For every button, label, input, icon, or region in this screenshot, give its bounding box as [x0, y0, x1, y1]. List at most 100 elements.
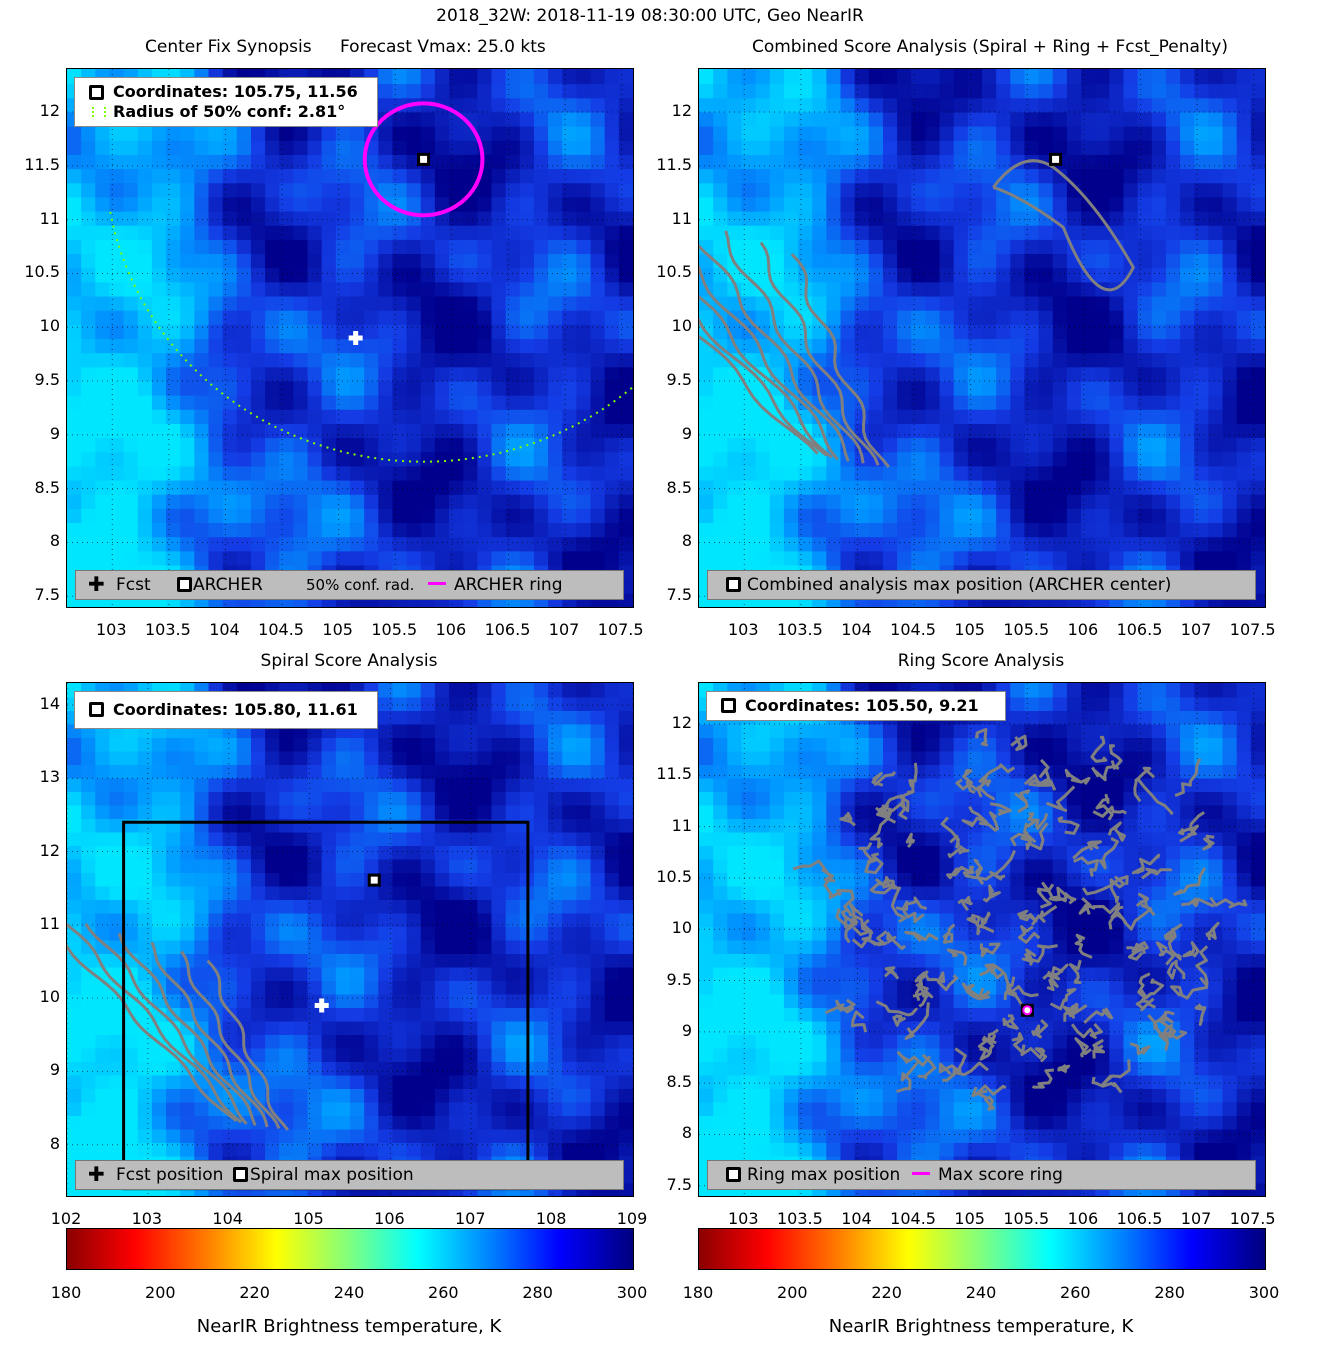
- heatmap-cell: [321, 818, 337, 833]
- heatmap-cell: [812, 750, 828, 765]
- heatmap-cell: [769, 352, 785, 368]
- heatmap-cell: [378, 309, 394, 325]
- heatmap-cell: [548, 1115, 564, 1130]
- heatmap-cell: [434, 493, 451, 509]
- heatmap-cell: [81, 872, 97, 887]
- heatmap-cell: [562, 804, 578, 819]
- heatmap-cell: [953, 352, 969, 368]
- heatmap-cell: [812, 723, 828, 738]
- heatmap-cell: [713, 885, 729, 900]
- heatmap-cell: [713, 858, 729, 873]
- heatmap-cell: [1250, 550, 1265, 566]
- heatmap-cell: [166, 737, 182, 752]
- heatmap-cell: [406, 696, 422, 711]
- heatmap-cell: [897, 465, 913, 481]
- heatmap-cell: [265, 366, 281, 382]
- heatmap-cell: [420, 750, 436, 765]
- heatmap-cell: [741, 238, 757, 255]
- spiral-contour: [150, 941, 269, 1128]
- heatmap-cell: [477, 253, 493, 269]
- heatmap-cell: [699, 737, 715, 752]
- heatmap-cell: [378, 1142, 394, 1157]
- heatmap-cell: [137, 479, 153, 495]
- heatmap-cell: [699, 408, 715, 424]
- heatmap-cell: [406, 1020, 422, 1035]
- heatmap-cell: [618, 253, 633, 269]
- heatmap-cell: [434, 939, 451, 954]
- heatmap-cell: [533, 451, 550, 467]
- heatmap-cell: [250, 522, 267, 538]
- heatmap-cell: [548, 493, 564, 509]
- heatmap-cell: [406, 777, 422, 792]
- heatmap-cell: [755, 885, 771, 900]
- heatmap-cell: [250, 465, 267, 481]
- heatmap-cell: [420, 125, 436, 141]
- heatmap-cell: [151, 831, 168, 846]
- heatmap-cell: [491, 1088, 507, 1103]
- heatmap-cell: [222, 394, 238, 410]
- heatmap-cell: [519, 309, 535, 325]
- heatmap-cell: [463, 465, 479, 481]
- heatmap-cell: [562, 97, 578, 113]
- heatmap-cell: [1151, 153, 1167, 170]
- heatmap-cell: [463, 1047, 479, 1062]
- heatmap-cell: [279, 845, 295, 860]
- heatmap-cell: [279, 125, 295, 141]
- heatmap-cell: [925, 196, 941, 212]
- heatmap-cell: [826, 267, 842, 283]
- heatmap-cell: [769, 1088, 785, 1103]
- heatmap-cell: [406, 912, 422, 927]
- heatmap-cell: [939, 267, 955, 283]
- heatmap-cell: [868, 168, 884, 184]
- heatmap-cell: [1109, 394, 1125, 410]
- heatmap-cell: [604, 804, 620, 819]
- heatmap-cell: [293, 885, 309, 900]
- heatmap-cell: [491, 338, 507, 354]
- heatmap-cell: [151, 394, 168, 410]
- heatmap-cell: [321, 479, 337, 495]
- heatmap-cell: [67, 550, 83, 566]
- heatmap-cell: [406, 309, 422, 325]
- heatmap-cell: [321, 295, 337, 311]
- heatmap-cell: [840, 479, 856, 495]
- heatmap-cell: [81, 366, 97, 382]
- heatmap-cell: [1208, 238, 1224, 255]
- heatmap-cell: [364, 253, 380, 269]
- heatmap-cell: [222, 408, 238, 424]
- heatmap-cell: [953, 323, 969, 339]
- heatmap-cell: [953, 97, 969, 113]
- heatmap-cell: [727, 966, 743, 981]
- heatmap-cell: [180, 168, 196, 184]
- heatmap-cell: [897, 550, 913, 566]
- heatmap-cell: [1151, 224, 1167, 240]
- heatmap-cell: [505, 69, 521, 85]
- heatmap-cell: [477, 493, 493, 509]
- heatmap-cell: [982, 210, 998, 226]
- heatmap-cell: [491, 451, 507, 467]
- heatmap-cell: [406, 111, 422, 127]
- heatmap-cell: [783, 522, 800, 538]
- heatmap-cell: [741, 926, 757, 941]
- heatmap-cell: [1165, 168, 1182, 184]
- heatmap-cell: [882, 522, 899, 538]
- heatmap-cell: [321, 1074, 337, 1089]
- heatmap-cell: [67, 1020, 83, 1035]
- heatmap-cell: [434, 224, 451, 240]
- heatmap-cell: [1151, 451, 1167, 467]
- heatmap-cell: [307, 885, 323, 900]
- heatmap-cell: [741, 1101, 757, 1116]
- heatmap-cell: [618, 683, 633, 698]
- heatmap-cell: [123, 872, 139, 887]
- heatmap-cell: [1038, 168, 1054, 184]
- heatmap-cell: [911, 281, 927, 297]
- heatmap-cell: [293, 872, 309, 887]
- heatmap-cell: [95, 1020, 111, 1035]
- heatmap-cell: [953, 69, 969, 85]
- heatmap-cell: [618, 338, 633, 354]
- heatmap-cell: [95, 451, 111, 467]
- heatmap-cell: [180, 238, 196, 255]
- heatmap-cell: [491, 966, 507, 981]
- heatmap-cell: [137, 1142, 153, 1157]
- heatmap-cell: [1052, 97, 1068, 113]
- heatmap-cell: [265, 993, 281, 1008]
